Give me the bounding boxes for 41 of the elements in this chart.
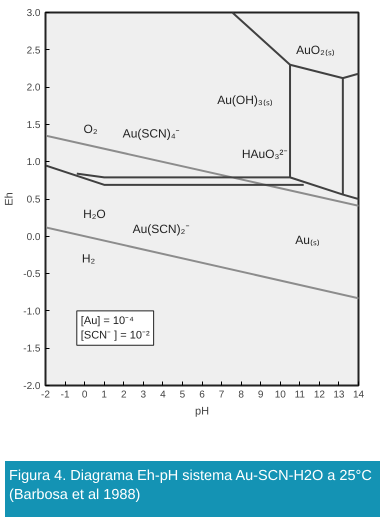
x-tick-label: 8 bbox=[238, 390, 244, 400]
y-tick-label: 0.5 bbox=[26, 194, 41, 206]
x-tick-label: 13 bbox=[333, 390, 345, 400]
annotation: Au(OH)₃₍ₛ₎ bbox=[217, 92, 273, 107]
y-axis-title: Eh bbox=[3, 192, 16, 206]
y-tick-label: -0.5 bbox=[23, 269, 41, 280]
x-tick-label: 5 bbox=[180, 390, 186, 400]
x-tick-label: 1 bbox=[101, 390, 108, 400]
x-tick-label: -2 bbox=[41, 390, 50, 400]
annotation: Au(SCN)₄⁻ bbox=[122, 126, 180, 140]
annotation: Au(SCN)₂⁻ bbox=[132, 222, 190, 236]
y-tick-label: 3.0 bbox=[26, 8, 41, 19]
y-tick-label: 2.0 bbox=[26, 82, 41, 94]
y-tick-label: -1.0 bbox=[23, 306, 41, 318]
y-tick-label: -1.5 bbox=[23, 344, 41, 355]
annotation: Au₍ₛ₎ bbox=[295, 233, 320, 248]
x-tick-label: 3 bbox=[140, 390, 147, 400]
y-tick-label: 2.5 bbox=[26, 45, 41, 56]
annotation: HAuO₃²⁻ bbox=[242, 147, 288, 162]
x-tick-label: 6 bbox=[199, 390, 206, 400]
x-tick-label: 7 bbox=[218, 390, 225, 400]
x-tick-label: 2 bbox=[120, 390, 127, 400]
x-tick-label: 11 bbox=[294, 390, 306, 400]
y-tick-label: 1.0 bbox=[26, 157, 41, 168]
y-tick-label: -2.0 bbox=[23, 381, 41, 392]
x-tick-label: 14 bbox=[352, 390, 364, 400]
x-tick-label: -1 bbox=[60, 390, 70, 400]
x-tick-label: 4 bbox=[160, 390, 166, 400]
x-tick-label: 10 bbox=[274, 390, 286, 400]
annotation: O₂ bbox=[84, 122, 98, 136]
x-tick-label: 0 bbox=[82, 390, 88, 400]
y-tick-label: 0.0 bbox=[26, 232, 41, 243]
annotation: H₂O bbox=[83, 206, 106, 221]
x-tick-label: 12 bbox=[314, 390, 326, 400]
text: Figura 4. Diagrama Eh-pH sistema Au-SCN-H2O a 25°C (Barbosa et al 1988) bbox=[9, 467, 373, 505]
x-axis-title: pH bbox=[194, 406, 210, 418]
annotation: AuO₂₍ₛ₎ bbox=[296, 42, 335, 57]
x-tick-label: 9 bbox=[258, 390, 264, 400]
annotation: [Au] = 10⁻⁴ [SCN⁻ ] = 10⁻² bbox=[80, 314, 150, 342]
y-tick-label: 1.5 bbox=[26, 120, 41, 131]
annotation: H₂ bbox=[82, 252, 96, 266]
